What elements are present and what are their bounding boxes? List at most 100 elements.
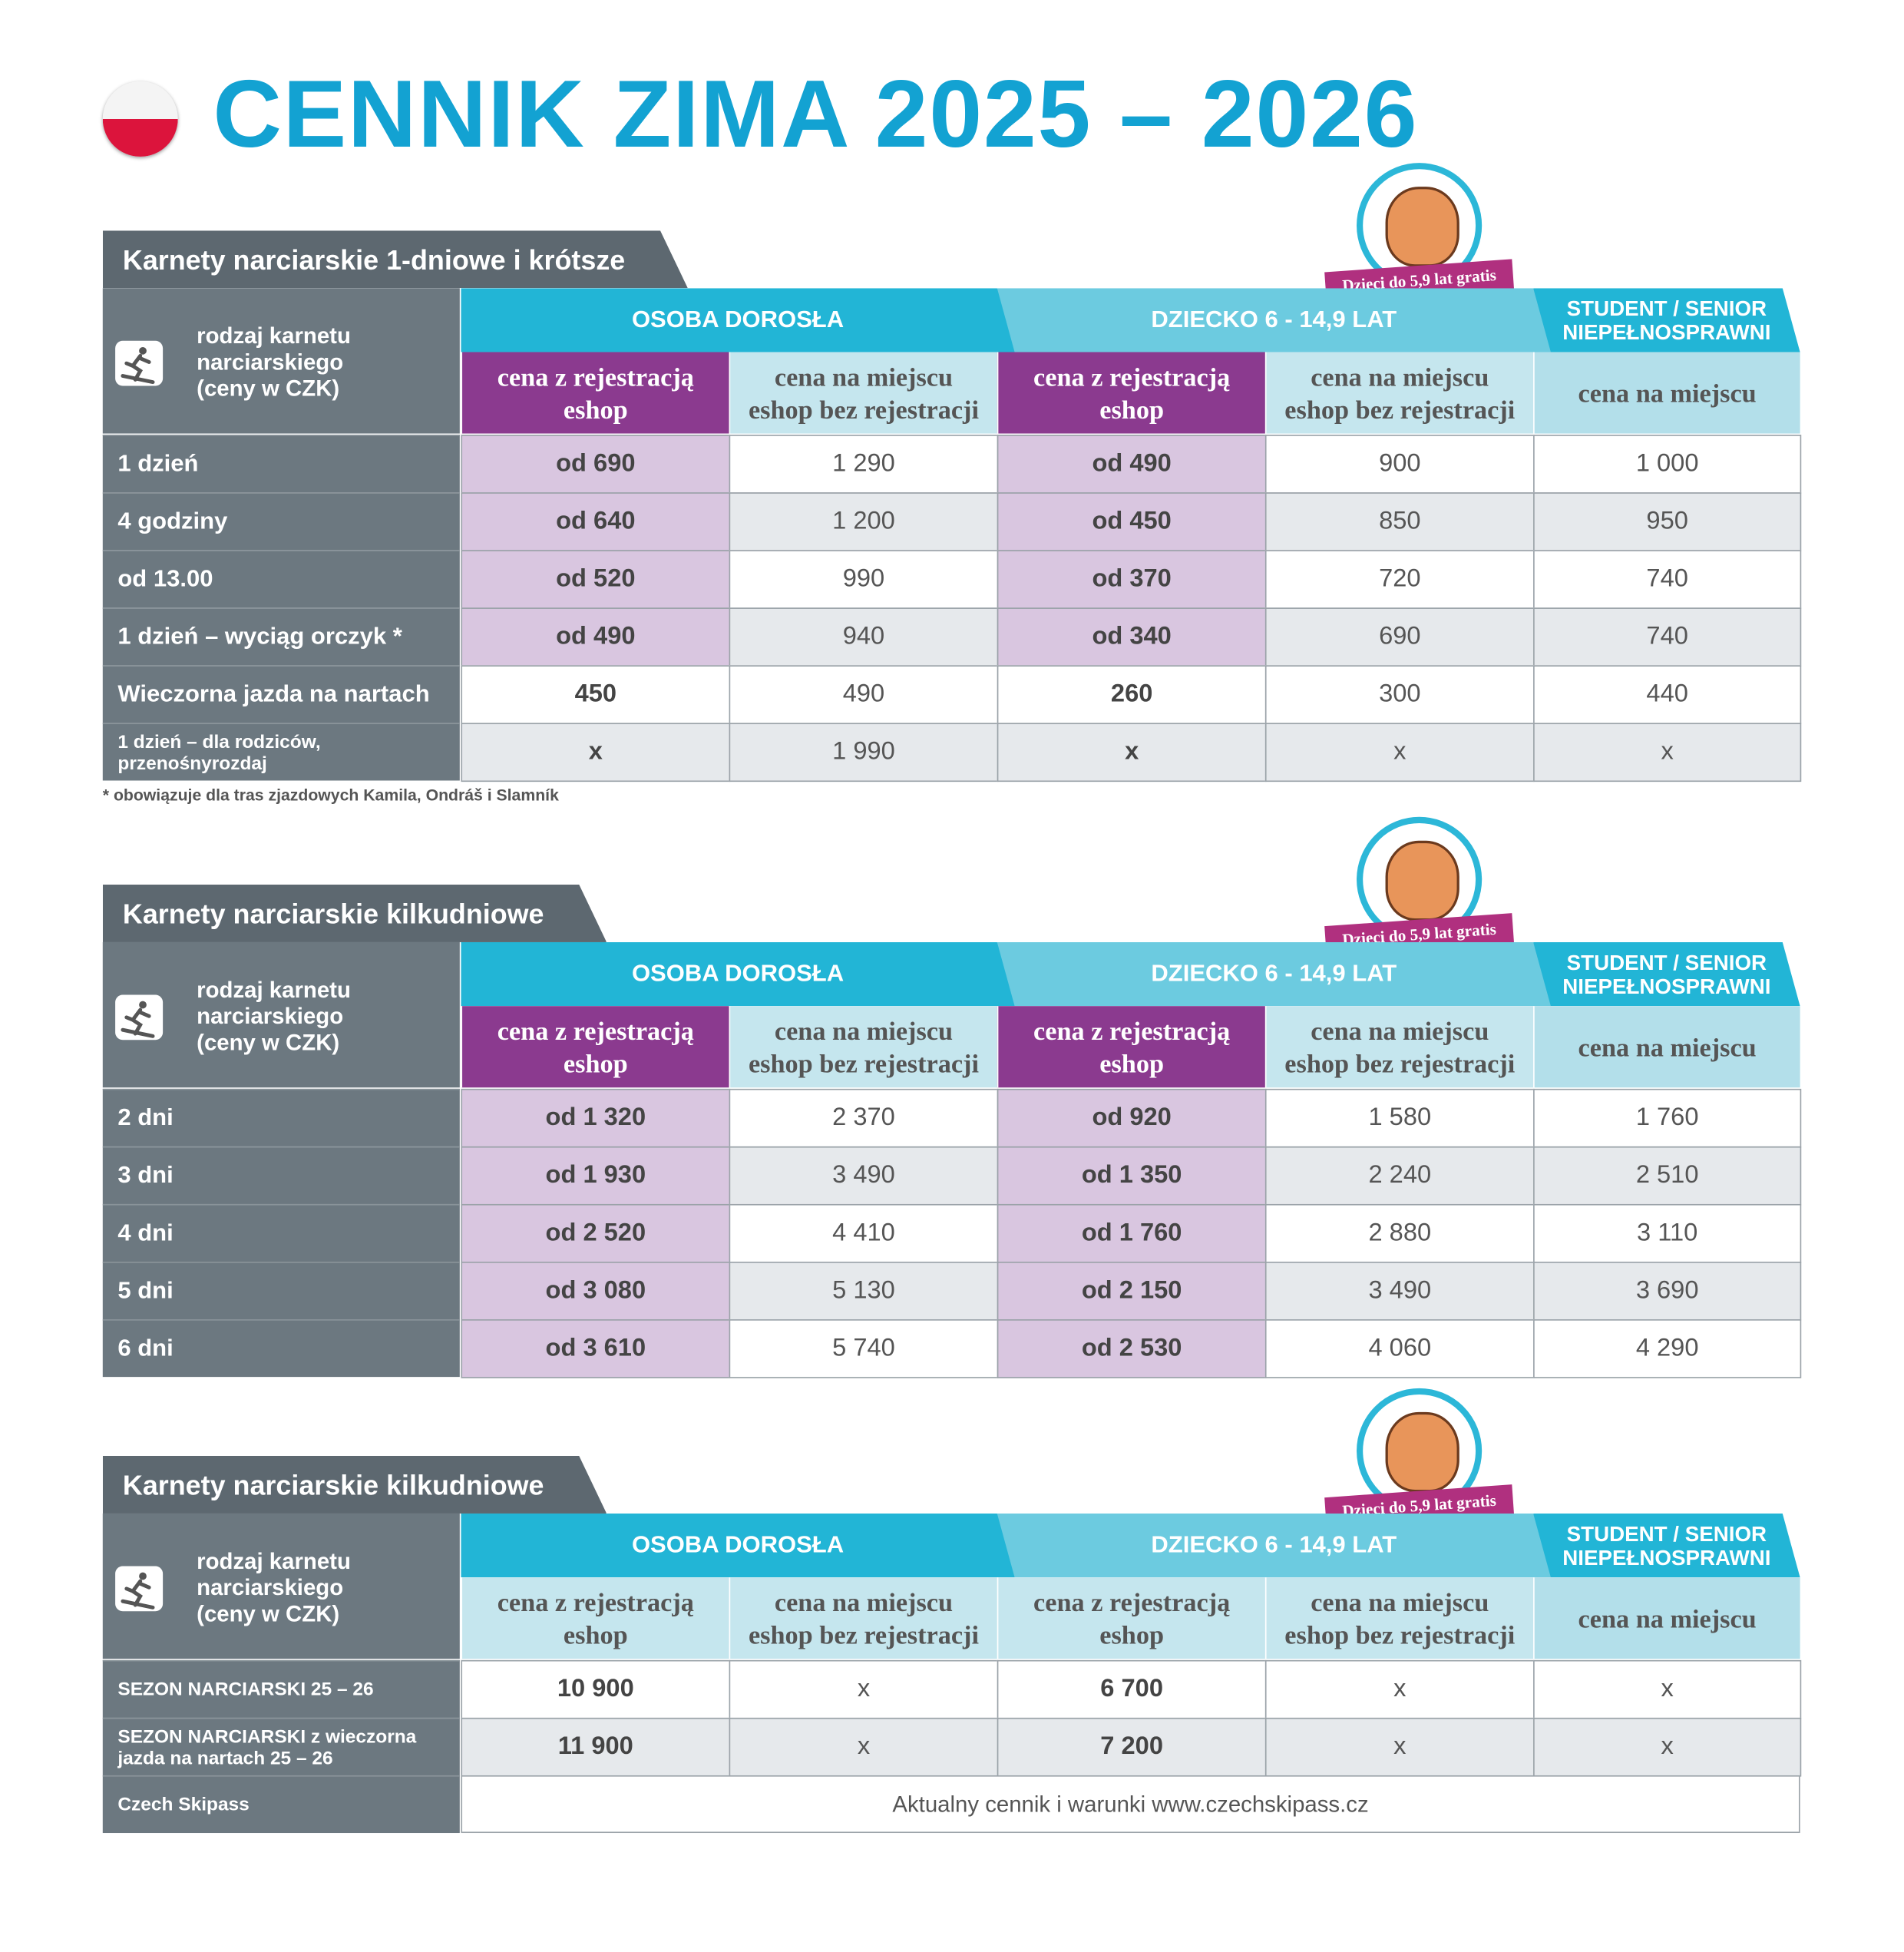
price-cell: 2 370 bbox=[729, 1088, 999, 1148]
mascot-face bbox=[1385, 1411, 1459, 1493]
price-cell: 740 bbox=[1533, 607, 1802, 667]
price-cell: x bbox=[461, 723, 731, 782]
price-cell: 3 490 bbox=[1264, 1262, 1535, 1321]
price-cell: x bbox=[1264, 1659, 1535, 1719]
mascot-face bbox=[1385, 187, 1459, 267]
price-cell: x bbox=[1533, 1717, 1802, 1777]
column-header: cena z rejestracją eshop bbox=[997, 352, 1265, 434]
price-cell: 5 130 bbox=[729, 1262, 999, 1321]
price-cell: 940 bbox=[729, 607, 999, 667]
price-cell: od 2 150 bbox=[997, 1262, 1267, 1321]
column-header: cena na miejscu bbox=[1533, 1577, 1800, 1659]
flag bbox=[102, 81, 178, 157]
group-header: STUDENT / SENIOR NIEPEŁNOSPRAWNI bbox=[1533, 288, 1800, 352]
price-cell: x bbox=[1264, 723, 1535, 782]
section-title: Karnety narciarskie kilkudniowe bbox=[103, 885, 607, 942]
row-label: 1 dzień bbox=[102, 435, 460, 493]
price-cell: 450 bbox=[461, 665, 731, 725]
price-cell: x bbox=[729, 1659, 999, 1719]
price-cell: 2 510 bbox=[1533, 1146, 1802, 1206]
price-cell: od 490 bbox=[997, 435, 1267, 494]
row-label: 4 dni bbox=[102, 1203, 460, 1262]
price-cell: 1 200 bbox=[729, 492, 999, 551]
column-header: cena na miejscu bbox=[1533, 1006, 1800, 1088]
column-header: cena z rejestracją eshop bbox=[461, 352, 729, 434]
skier bbox=[121, 1572, 155, 1610]
column-header: cena na miejscu eshop bez rejestracji bbox=[729, 1577, 997, 1659]
row-label: 1 dzień – wyciąg orczyk * bbox=[102, 607, 460, 666]
row-label: 3 dni bbox=[102, 1146, 460, 1204]
group-header: OSOBA DOROSŁA bbox=[461, 1514, 1014, 1577]
price-cell: od 490 bbox=[461, 607, 731, 667]
row-label: od 13.00 bbox=[102, 550, 460, 608]
price-cell: od 1 320 bbox=[461, 1088, 731, 1148]
column-header: cena z rejestracją eshop bbox=[997, 1006, 1265, 1088]
price-cell: 4 290 bbox=[1533, 1319, 1802, 1378]
footnote: * obowiązuje dla tras zjazdowych Kamila,… bbox=[102, 786, 559, 805]
price-cell: od 3 080 bbox=[461, 1262, 731, 1321]
price-cell: x bbox=[1533, 723, 1802, 782]
price-cell: od 1 760 bbox=[997, 1203, 1267, 1263]
page-title: CENNIK ZIMA 2025 – 2026 bbox=[213, 61, 1419, 168]
price-cell: 1 990 bbox=[729, 723, 999, 782]
price-cell: 2 240 bbox=[1264, 1146, 1535, 1206]
row-label: 2 dni bbox=[102, 1088, 460, 1146]
row-label: Czech Skipass bbox=[102, 1775, 460, 1834]
row-label: 4 godziny bbox=[102, 492, 460, 551]
column-header: cena na miejscu eshop bez rejestracji bbox=[729, 1006, 997, 1088]
price-cell: 4 410 bbox=[729, 1203, 999, 1263]
price-cell: od 1 350 bbox=[997, 1146, 1267, 1206]
price-cell: od 450 bbox=[997, 492, 1267, 551]
type-label: rodzaj karnetu narciarskiego (ceny w CZK… bbox=[197, 323, 351, 402]
ski-icon bbox=[115, 994, 164, 1041]
row-label: 1 dzień – dla rodziców, przenośnyrozdaj bbox=[102, 723, 460, 781]
row-label: SEZON NARCIARSKI 25 – 26 bbox=[102, 1659, 460, 1718]
price-cell: 1 760 bbox=[1533, 1088, 1802, 1148]
price-cell: od 2 530 bbox=[997, 1319, 1267, 1378]
price-cell: 2 880 bbox=[1264, 1203, 1535, 1263]
price-cell: od 2 520 bbox=[461, 1203, 731, 1263]
price-cell: od 690 bbox=[461, 435, 731, 494]
column-header: cena na miejscu eshop bez rejestracji bbox=[1264, 352, 1534, 434]
ski-icon bbox=[115, 1566, 164, 1612]
price-cell: 850 bbox=[1264, 492, 1535, 551]
price-cell: 740 bbox=[1533, 550, 1802, 609]
price-cell: 3 110 bbox=[1533, 1203, 1802, 1263]
price-cell: 440 bbox=[1533, 665, 1802, 725]
row-label: SEZON NARCIARSKI z wieczorna jazda na na… bbox=[102, 1717, 460, 1775]
price-cell: x bbox=[729, 1717, 999, 1777]
price-cell: 6 700 bbox=[997, 1659, 1267, 1719]
ski-icon bbox=[115, 340, 164, 386]
price-cell: 1 000 bbox=[1533, 435, 1802, 494]
column-header: cena z rejestracją eshop bbox=[997, 1577, 1265, 1659]
price-cell: od 370 bbox=[997, 550, 1267, 609]
group-header: DZIECKO 6 - 14,9 LAT bbox=[997, 942, 1551, 1006]
price-cell: 1 290 bbox=[729, 435, 999, 494]
price-cell: 5 740 bbox=[729, 1319, 999, 1378]
column-header: cena na miejscu bbox=[1533, 352, 1800, 434]
price-cell: od 520 bbox=[461, 550, 731, 609]
column-header: cena z rejestracją eshop bbox=[461, 1577, 729, 1659]
skier bbox=[121, 1001, 155, 1038]
price-cell: od 3 610 bbox=[461, 1319, 731, 1378]
mascot-face bbox=[1385, 840, 1459, 921]
price-cell: od 640 bbox=[461, 492, 731, 551]
price-cell: 490 bbox=[729, 665, 999, 725]
skier bbox=[121, 346, 155, 385]
price-cell: od 340 bbox=[997, 607, 1267, 667]
price-cell: 1 580 bbox=[1264, 1088, 1535, 1148]
price-cell: 3 690 bbox=[1533, 1262, 1802, 1321]
price-cell: x bbox=[997, 723, 1267, 782]
row-label: Wieczorna jazda na nartach bbox=[102, 665, 460, 723]
type-label: rodzaj karnetu narciarskiego (ceny w CZK… bbox=[197, 1548, 351, 1626]
price-cell: od 1 930 bbox=[461, 1146, 731, 1206]
row-label: 5 dni bbox=[102, 1262, 460, 1320]
price-cell: 900 bbox=[1264, 435, 1535, 494]
price-cell: x bbox=[1533, 1659, 1802, 1719]
group-header: DZIECKO 6 - 14,9 LAT bbox=[997, 1514, 1551, 1577]
price-cell: 300 bbox=[1264, 665, 1535, 725]
price-cell: od 920 bbox=[997, 1088, 1267, 1148]
column-header: cena na miejscu eshop bez rejestracji bbox=[1264, 1006, 1534, 1088]
